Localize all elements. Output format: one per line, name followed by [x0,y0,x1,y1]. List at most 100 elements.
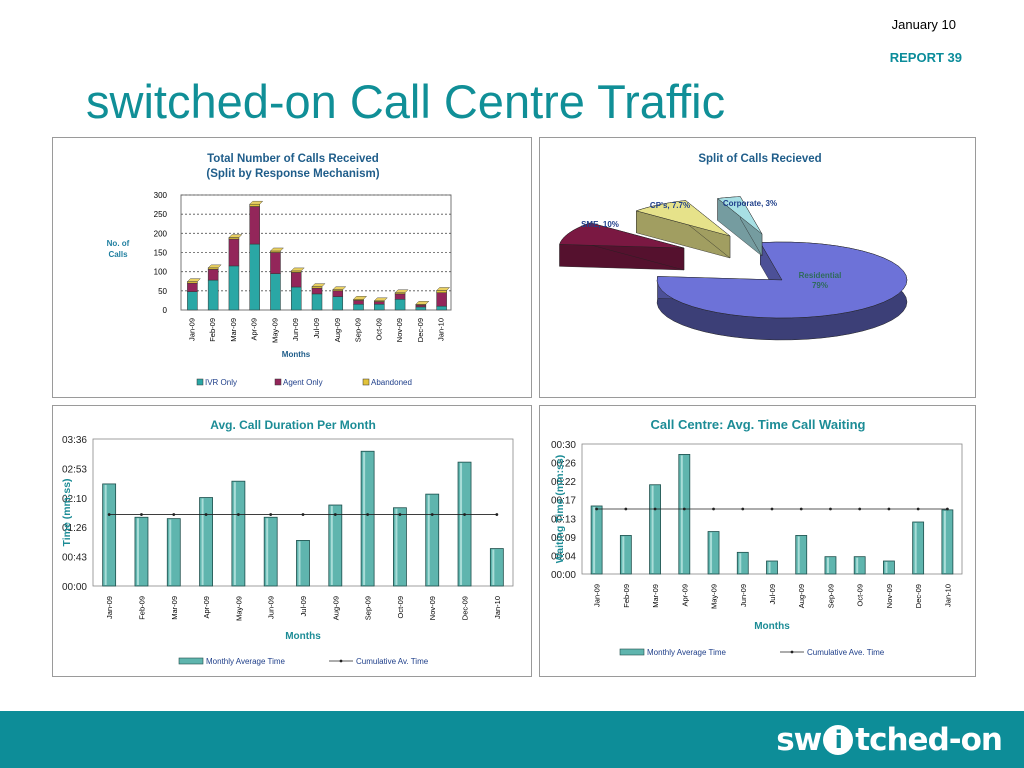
bar [393,507,407,587]
y-axis-label: Time (mm:ss) [61,478,73,546]
x-tick-label: Nov-09 [885,584,894,608]
bar-highlight [460,463,463,585]
bar [489,548,504,587]
legend-swatch-point [339,659,343,663]
x-tick-label: Jun-09 [291,318,300,341]
bar-ivr-only [249,243,260,311]
legend-label: Cumulative Ave. Time [807,648,885,657]
x-tick-label: Aug-09 [797,584,806,608]
x-tick-label: Jan-10 [493,596,502,619]
bar-abandoned [207,267,219,270]
bar-top [228,234,243,238]
call-duration-chart: Avg. Call Duration Per Month 00:00 00:43 01… [61,418,514,666]
y-tick-label: 00:09 [551,533,576,544]
bar [166,518,181,587]
x-tick-label: Sep-09 [364,596,373,620]
slice-label: Corporate, 3% [723,199,777,208]
y-tick-label: 00:04 [551,551,576,562]
y-tick-label: 02:10 [62,494,87,505]
x-tick-label: Jan-09 [105,596,114,619]
x-tick-label: Jul-09 [299,596,308,616]
line-point [712,507,715,511]
y-tick-label: 00:00 [62,582,87,593]
bar-highlight [739,553,742,573]
bar [853,556,866,575]
legend-label: Cumulative Av. Time [356,657,429,666]
y-tick-label: 00:17 [551,496,576,507]
bar-ivr-only [436,305,447,311]
legend-swatch [274,378,282,386]
bar-ivr-only [228,265,240,311]
bar [102,483,117,587]
bar-top [207,264,222,269]
slice-label: Residential [799,271,842,280]
x-tick-label: Jan-10 [943,584,952,607]
chart-title: Split of Calls Recieved [698,153,821,165]
bar [649,484,661,575]
line-point [140,513,143,516]
bar-agent-only [353,300,364,305]
legend-swatch-bar [178,657,204,665]
x-tick-label: Jan-10 [437,318,446,341]
bar-highlight [943,510,946,573]
bar [590,505,603,575]
legend-label: Abandoned [371,378,412,387]
waiting-time-chart: Call Centre: Avg. Time Call Waiting 00:00… [551,417,963,657]
line-point [333,513,337,516]
y-tick-label: 50 [158,287,167,296]
y-tick-label: 00:26 [551,459,576,470]
bar-top [353,296,368,300]
bar-highlight [492,549,495,585]
legend-label: Monthly Average Time [647,648,727,657]
calls-received-chart: Total Number of Calls Received (Split by … [107,153,452,387]
line-point [770,507,774,511]
line-point [799,507,803,511]
line-point [682,507,686,511]
line-point [495,513,499,516]
bar [263,516,278,587]
legend-label: Agent Only [283,378,323,387]
pie-slice-top [559,222,685,249]
x-axis-label: Months [285,631,321,642]
slice-label: SME, 10% [581,220,619,229]
bar-highlight [395,508,398,585]
y-tick-label: 100 [154,268,168,277]
bar-agent-only [332,290,344,297]
bar-highlight [680,455,683,573]
x-tick-label: May-09 [270,318,279,343]
bar-abandoned [249,203,260,207]
bar [360,450,375,587]
y-tick-label: 01:26 [62,523,87,534]
line-point [858,507,862,511]
bar-agent-only [415,304,427,308]
bar [619,535,632,575]
line-point [204,513,208,516]
slice-label-value: 79% [812,281,828,290]
report-date: January 10 [891,17,956,32]
bar-highlight [266,518,269,585]
bar-agent-only [374,301,385,305]
pie-slice-residential [656,241,908,341]
y-tick-label: 00:13 [551,514,576,525]
bar-highlight [885,562,888,573]
line-point [236,513,240,516]
line-point [916,507,920,511]
line-point [463,513,466,516]
y-axis-label: No. of [107,239,130,248]
legend-label: Monthly Average Time [206,657,286,666]
bar-agent-only [394,293,406,300]
bar-agent-only [249,206,260,245]
bar-highlight [104,484,107,585]
pie-slice-top [635,200,731,237]
bar-highlight [330,506,333,585]
calls-split-panel: Split of Calls Recieved Residential 79% SME… [539,137,976,398]
bar-abandoned [228,237,240,240]
bar [766,560,778,575]
y-axis-label-2: Calls [108,250,128,259]
bar-highlight [914,523,917,573]
call-duration-panel: Avg. Call Duration Per Month 00:00 00:43 01… [52,405,532,677]
legend-swatch [196,378,204,386]
bar [425,493,440,587]
bar-top [186,278,201,282]
bar-top [436,287,451,291]
